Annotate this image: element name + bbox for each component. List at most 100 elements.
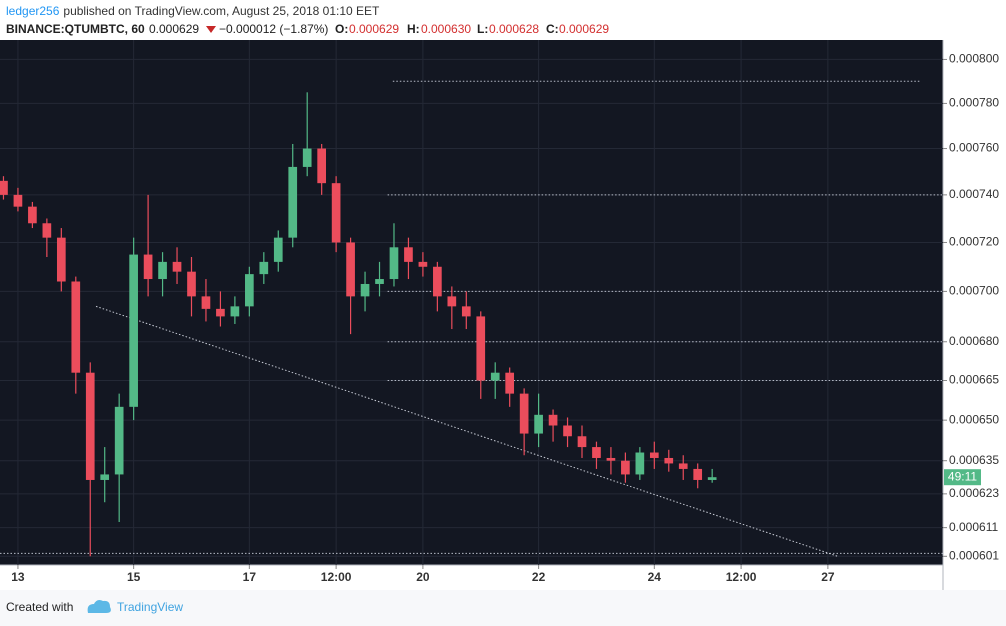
candle-body (114, 406, 124, 475)
ohlc-label: L: (477, 22, 488, 36)
candle-body (172, 261, 182, 272)
candle-body (606, 457, 616, 461)
candle-body (158, 261, 167, 280)
candle-body (216, 308, 225, 317)
candle-body (592, 447, 601, 458)
x-tick-label: 13 (11, 570, 25, 584)
candle-body (707, 477, 717, 480)
x-tick-label: 22 (532, 570, 546, 584)
x-tick-label: 24 (648, 570, 662, 584)
y-tick-label: 0.000780 (949, 96, 999, 110)
candle-body (461, 306, 471, 317)
footer-created: Created with (6, 600, 73, 614)
candle-body (678, 463, 688, 469)
x-tick-label: 20 (416, 570, 430, 584)
candle-body (28, 206, 37, 224)
candle-body (360, 283, 370, 297)
ohlc-label: H: (407, 22, 420, 36)
x-tick-label: 15 (127, 570, 141, 584)
y-tick-label: 0.000740 (949, 187, 999, 201)
candle-body (649, 452, 659, 458)
candle-body (433, 266, 442, 297)
candle-body (288, 166, 298, 238)
ohlc-label: C: (546, 22, 559, 36)
x-tick-label: 17 (243, 570, 257, 584)
ohlc-label: O: (335, 22, 348, 36)
candle-body (389, 247, 399, 280)
trend-line (95, 305, 838, 557)
published: published on TradingView.com, August 25,… (63, 4, 380, 18)
footer-brand[interactable]: TradingView (117, 600, 183, 614)
ohlc-value: 0.000629 (559, 22, 609, 36)
down-arrow (206, 26, 216, 33)
x-tick-label: 12:00 (321, 570, 352, 584)
candle-body (505, 372, 515, 394)
candle-body (534, 414, 543, 434)
candle-body (490, 372, 500, 381)
candle-body (71, 281, 81, 373)
user: ledger256 (6, 4, 60, 18)
candle-body (563, 425, 572, 437)
header-line-1: ledger256 published on TradingView.com, A… (6, 4, 380, 18)
countdown: 49:11 (948, 469, 977, 483)
candle-body (56, 237, 66, 282)
candle-body (317, 148, 327, 184)
candle-body (201, 296, 211, 309)
y-tick-label: 0.000680 (949, 334, 999, 348)
y-tick-label: 0.000601 (949, 548, 999, 562)
y-tick-label: 0.000760 (949, 141, 999, 155)
tradingview-logo (87, 600, 111, 613)
ohlc-value: 0.000630 (421, 22, 471, 36)
candle-body (259, 261, 269, 275)
candle-body (693, 468, 703, 480)
symbol: BINANCE:QTUMBTC, 60 (6, 22, 145, 36)
x-axis-bg (0, 565, 943, 590)
y-tick-label: 0.000800 (949, 52, 999, 66)
candle-body (418, 261, 428, 267)
y-tick-label: 0.000623 (949, 486, 999, 500)
candle-body (346, 242, 355, 297)
candle-body (302, 148, 312, 167)
x-tick-label: 27 (821, 570, 835, 584)
candle-body (404, 247, 413, 262)
last-price: 0.000629 (149, 22, 199, 36)
candle-body (476, 316, 486, 381)
candle-body (447, 296, 457, 307)
candle-body (519, 393, 529, 434)
candle-body (664, 457, 674, 464)
header-bg (0, 0, 1006, 40)
candle-body (273, 237, 283, 262)
y-tick-label: 0.000650 (949, 412, 999, 426)
candle-body (577, 436, 587, 448)
ohlc-value: 0.000628 (489, 22, 539, 36)
candle-body (187, 271, 196, 297)
y-axis-bg (943, 40, 1006, 590)
y-tick-label: 0.000720 (949, 235, 999, 249)
candle-body (13, 194, 23, 207)
y-tick-label: 0.000700 (949, 284, 999, 298)
candle-body (375, 279, 384, 284)
candle-body (143, 254, 153, 280)
candle-body (230, 306, 240, 317)
candle-body (635, 452, 645, 475)
candle-body (331, 183, 341, 243)
footer-bg (0, 590, 1006, 626)
candle-body (42, 223, 52, 238)
candle-body (548, 414, 558, 426)
change: −0.000012 (−1.87%) (219, 22, 328, 36)
candle-body (621, 460, 630, 475)
candle-body (100, 474, 110, 480)
candle-body (0, 180, 8, 195)
candle-body (129, 254, 138, 407)
ohlc-value: 0.000629 (349, 22, 399, 36)
candle-body (245, 274, 254, 307)
plot-bg (0, 40, 943, 565)
y-tick-label: 0.000611 (949, 520, 998, 534)
x-tick-label: 12:00 (726, 570, 757, 584)
y-tick-label: 0.000665 (949, 373, 999, 387)
countdown-box (944, 469, 981, 486)
y-tick-label: 0.000635 (949, 453, 999, 467)
candle-body (85, 372, 95, 480)
